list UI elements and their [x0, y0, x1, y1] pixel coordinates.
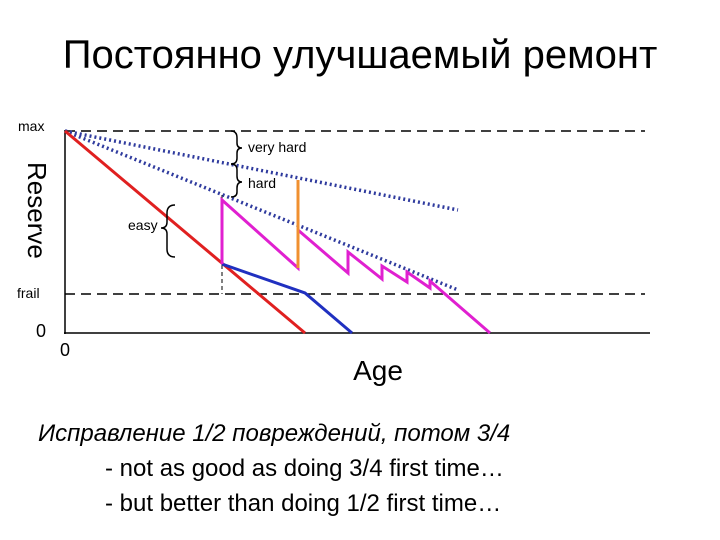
brace [160, 204, 176, 258]
dotted-line [64, 129, 459, 292]
x-zero-label: 0 [60, 340, 70, 360]
hard-label: hard [248, 175, 276, 191]
brace [230, 163, 243, 198]
very-hard-label: very hard [248, 139, 306, 155]
red-line [64, 129, 306, 335]
brace [230, 130, 243, 165]
x-axis-label: Age [353, 355, 403, 386]
easy-label: easy [128, 217, 158, 233]
slide-title: Постоянно улучшаемый ремонт [63, 33, 658, 77]
caption-line: Исправление 1/2 повреждений, потом 3/4 [38, 420, 510, 447]
frail-label: frail [17, 285, 40, 301]
caption-line: - but better than doing 1/2 first time… [105, 490, 501, 517]
diagram [64, 129, 650, 335]
dotted-line [64, 129, 459, 212]
caption-line: - not as good as doing 3/4 first time… [105, 455, 504, 482]
y-axis-label: Reserve [22, 162, 52, 259]
y-zero-label: 0 [36, 321, 46, 341]
magenta-line [220, 196, 491, 335]
max-label: max [18, 118, 44, 134]
blue-line [221, 262, 353, 335]
